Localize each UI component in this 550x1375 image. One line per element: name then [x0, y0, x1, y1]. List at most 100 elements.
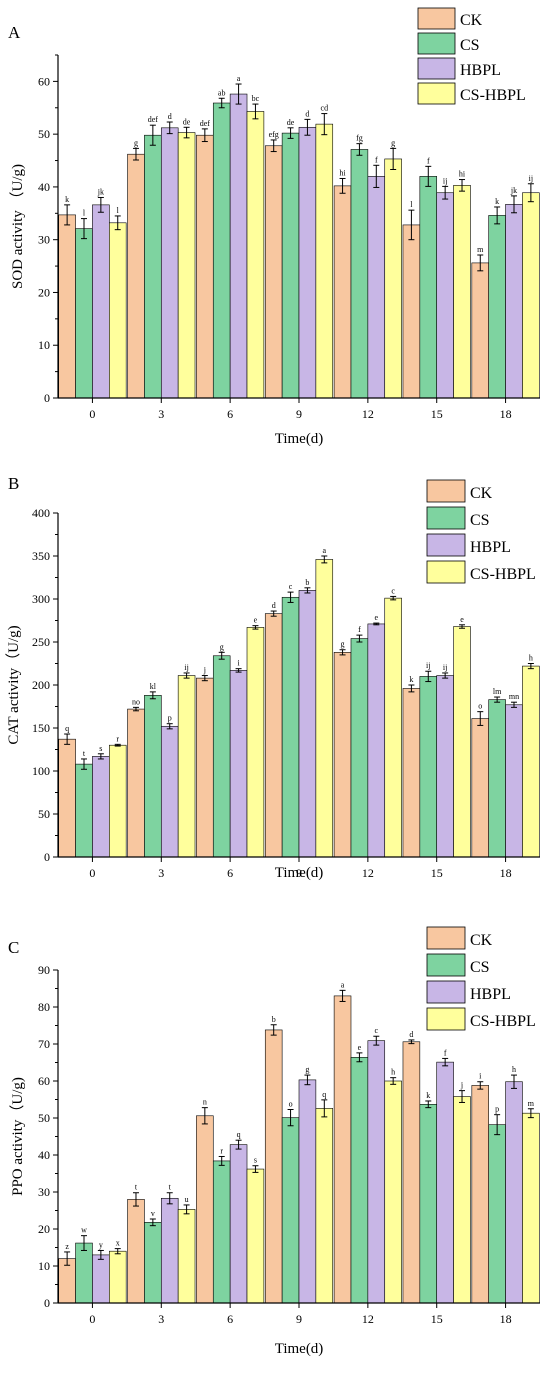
legend-swatch-ck — [426, 926, 466, 950]
significance-letter: d — [272, 601, 276, 610]
x-tick-label: 0 — [89, 1312, 95, 1326]
bar-cs-hbpl-9 — [315, 123, 334, 399]
significance-letter: d — [409, 1030, 413, 1039]
significance-letter: g — [305, 1065, 309, 1074]
bar-hbpl-9 — [298, 590, 317, 858]
significance-letter: c — [391, 586, 395, 595]
legend-label: HBPL — [470, 986, 511, 1003]
bar-cs-hbpl-3 — [177, 1209, 196, 1304]
bar-hbpl-12 — [367, 623, 386, 858]
significance-letter: hi — [339, 168, 346, 177]
x-tick-label: 12 — [362, 1312, 374, 1326]
x-axis-label: Time(d) — [275, 1341, 324, 1357]
legend-swatch-cs — [417, 32, 456, 55]
bar-ck-18 — [471, 262, 489, 399]
bar-hbpl-18 — [505, 204, 523, 399]
bar-cs-0 — [75, 763, 93, 858]
bar-ck-12 — [333, 995, 352, 1304]
significance-letter: z — [65, 1242, 69, 1251]
significance-letter: p — [495, 1105, 499, 1114]
y-tick-label: 70 — [38, 1037, 50, 1051]
x-tick-label: 6 — [227, 407, 233, 421]
bar-cs-6 — [212, 1160, 231, 1304]
bar-hbpl-15 — [436, 192, 454, 399]
significance-letter: i — [237, 659, 240, 668]
y-tick-label: 150 — [32, 721, 50, 735]
significance-letter: kl — [150, 682, 157, 691]
bar-ck-6 — [196, 134, 214, 399]
y-tick-label: 200 — [32, 678, 50, 692]
bar-ck-0 — [58, 738, 76, 858]
y-tick-label: 250 — [32, 635, 50, 649]
panel-label: A — [8, 23, 21, 42]
bar-cs-hbpl-0 — [109, 744, 127, 858]
bar-hbpl-9 — [298, 126, 317, 399]
x-tick-label: 0 — [89, 866, 95, 880]
legend-label: CK — [470, 485, 493, 502]
legend-swatch-cs — [426, 953, 466, 977]
significance-letter: def — [148, 115, 159, 124]
bar-cs-0 — [75, 1242, 93, 1304]
legend-swatch-hbpl — [426, 533, 466, 557]
significance-letter: ij — [529, 174, 533, 183]
significance-letter: k — [65, 195, 69, 204]
y-tick-label: 100 — [32, 764, 50, 778]
bar-hbpl-0 — [92, 756, 110, 858]
significance-letter: t — [83, 749, 86, 758]
significance-letter: ij — [443, 663, 447, 672]
y-tick-label: 40 — [38, 1148, 50, 1162]
legend-swatch-cs — [426, 506, 466, 530]
bar-cs-hbpl-18 — [522, 665, 540, 858]
significance-letter: k — [426, 1091, 430, 1100]
x-tick-label: 3 — [158, 866, 164, 880]
legend-swatch-hbpl — [426, 980, 466, 1004]
significance-letter: k — [495, 197, 499, 206]
bar-cs-hbpl-0 — [109, 222, 127, 399]
significance-letter: b — [272, 1015, 276, 1024]
legend-label: CS-HBPL — [470, 566, 536, 583]
legend-swatch-cs-hbpl — [426, 1007, 466, 1031]
bar-ck-15 — [402, 688, 421, 858]
significance-letter: m — [477, 245, 484, 254]
x-tick-label: 12 — [362, 407, 374, 421]
significance-letter: w — [81, 1226, 87, 1235]
bar-cs-hbpl-0 — [109, 1250, 127, 1304]
significance-letter: j — [460, 1081, 463, 1090]
significance-letter: ab — [218, 88, 226, 97]
x-tick-label: 9 — [296, 407, 302, 421]
significance-letter: g — [220, 642, 224, 651]
y-tick-label: 0 — [44, 850, 50, 864]
y-tick-label: 80 — [38, 1000, 50, 1014]
x-tick-label: 18 — [500, 1312, 512, 1326]
significance-letter: r — [220, 1146, 223, 1155]
bar-cs-18 — [488, 699, 506, 858]
bar-ck-15 — [402, 224, 421, 399]
bar-cs-hbpl-18 — [522, 1112, 540, 1304]
legend-label: CS-HBPL — [470, 1013, 536, 1030]
significance-letter: i — [479, 1072, 482, 1081]
significance-letter: jk — [97, 187, 104, 196]
legend-swatch-hbpl — [417, 57, 456, 80]
bar-ck-3 — [127, 708, 145, 858]
significance-letter: h — [391, 1068, 395, 1077]
significance-letter: mn — [509, 692, 519, 701]
bar-cs-hbpl-15 — [453, 185, 471, 399]
bar-cs-hbpl-15 — [453, 626, 471, 858]
x-tick-label: 18 — [500, 407, 512, 421]
y-tick-label: 0 — [44, 1296, 50, 1310]
significance-letter: q — [237, 1130, 241, 1139]
significance-letter: h — [512, 1065, 516, 1074]
bar-hbpl-3 — [160, 1197, 179, 1304]
significance-letter: j — [203, 666, 206, 675]
significance-letter: s — [99, 744, 102, 753]
legend-label: HBPL — [470, 539, 511, 556]
significance-letter: y — [99, 1240, 103, 1249]
significance-letter: hi — [459, 170, 466, 179]
x-tick-label: 15 — [431, 866, 443, 880]
significance-letter: v — [151, 1209, 155, 1218]
y-tick-label: 20 — [38, 285, 50, 299]
significance-letter: ij — [184, 663, 188, 672]
bar-cs-18 — [488, 215, 506, 399]
bar-cs-3 — [144, 134, 162, 399]
